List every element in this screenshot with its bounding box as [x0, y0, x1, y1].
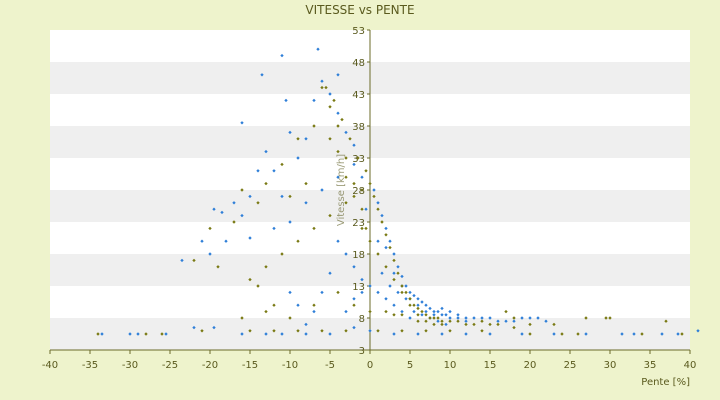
- data-point: [248, 194, 252, 199]
- y-tick-label: 38: [352, 122, 365, 133]
- data-point: [232, 201, 236, 205]
- data-point: [136, 332, 140, 336]
- data-point: [128, 332, 132, 336]
- data-point: [520, 332, 524, 336]
- data-point: [224, 239, 228, 243]
- x-tick-label: -30: [122, 360, 138, 371]
- data-point: [660, 332, 664, 336]
- data-point: [220, 210, 224, 215]
- data-point: [528, 332, 532, 336]
- y-tick-label: 23: [352, 218, 365, 229]
- x-tick-label: 30: [604, 360, 617, 371]
- data-point: [208, 252, 212, 256]
- x-tick-label: -5: [325, 360, 335, 371]
- data-point: [328, 92, 332, 96]
- x-tick-labels: -40 -35 -30 -25 -20 -15 -10 -5 0 5 10 15 20 25 30 35 40: [42, 360, 697, 371]
- data-point: [312, 124, 316, 128]
- data-point: [552, 332, 556, 336]
- data-point: [512, 316, 516, 320]
- data-point: [200, 239, 204, 243]
- data-point: [248, 277, 252, 282]
- x-axis-label: Pente [%]: [641, 377, 690, 388]
- x-tick-label: -25: [162, 360, 178, 371]
- data-point: [144, 332, 148, 336]
- data-point: [544, 319, 548, 323]
- y-tick-label: 8: [359, 314, 365, 325]
- x-tick-label: 25: [564, 360, 577, 371]
- data-point: [632, 332, 636, 336]
- data-point: [680, 332, 684, 336]
- data-point: [192, 325, 196, 330]
- data-point: [212, 207, 216, 211]
- x-tick-label: 15: [484, 360, 497, 371]
- data-point: [248, 329, 252, 333]
- data-point: [320, 85, 324, 90]
- data-point: [576, 332, 580, 336]
- data-point: [280, 53, 284, 58]
- data-point: [340, 117, 344, 122]
- x-tick-label: 40: [684, 360, 697, 371]
- data-point: [640, 332, 644, 336]
- data-point: [336, 124, 340, 128]
- data-point: [324, 85, 328, 90]
- y-axis-label: Vitesse [km/h]: [336, 154, 347, 226]
- x-tick-label: 5: [407, 360, 413, 371]
- data-point: [512, 319, 516, 323]
- data-point: [664, 319, 668, 323]
- axes: [49, 29, 691, 354]
- x-tick-label: 35: [644, 360, 657, 371]
- y-tick-label: 48: [352, 58, 365, 69]
- data-point: [512, 325, 516, 330]
- data-point: [620, 332, 624, 336]
- x-tick-label: -10: [282, 360, 298, 371]
- x-tick-label: -20: [202, 360, 218, 371]
- data-point: [520, 316, 524, 320]
- data-point: [240, 316, 244, 320]
- data-point: [608, 316, 612, 320]
- data-point: [584, 332, 588, 336]
- data-point: [232, 220, 236, 224]
- chart-title: VITESSE vs PENTE: [305, 3, 414, 17]
- data-point: [240, 332, 244, 336]
- data-point: [248, 236, 252, 240]
- data-point: [584, 316, 588, 320]
- data-point: [604, 316, 608, 320]
- data-point: [536, 316, 540, 320]
- y-tick-label: 53: [352, 26, 365, 37]
- data-point: [528, 316, 532, 320]
- x-tick-label: -15: [242, 360, 258, 371]
- data-point: [240, 188, 244, 192]
- y-tick-label: 3: [359, 346, 365, 357]
- data-point: [216, 265, 220, 269]
- y-tick-label: 33: [352, 154, 365, 165]
- x-tick-label: 0: [367, 360, 373, 371]
- data-point: [160, 332, 164, 336]
- y-tick-label: 28: [352, 186, 365, 197]
- y-tick-label: 18: [352, 250, 365, 261]
- x-tick-label: -40: [42, 360, 58, 371]
- data-point: [240, 121, 244, 125]
- x-tick-label: -35: [82, 360, 98, 371]
- y-tick-label: 13: [352, 282, 365, 293]
- x-tick-label: 10: [444, 360, 457, 371]
- data-point: [212, 325, 216, 330]
- data-point: [676, 332, 680, 336]
- data-point: [320, 79, 324, 83]
- data-point: [208, 226, 212, 231]
- data-point: [336, 111, 340, 115]
- data-point: [164, 332, 168, 336]
- y-tick-label: 43: [352, 90, 365, 101]
- data-point: [200, 329, 204, 333]
- data-point: [560, 332, 564, 336]
- data-point: [180, 258, 184, 263]
- data-point: [316, 47, 320, 51]
- x-tick-label: 20: [524, 360, 537, 371]
- data-point: [192, 258, 196, 263]
